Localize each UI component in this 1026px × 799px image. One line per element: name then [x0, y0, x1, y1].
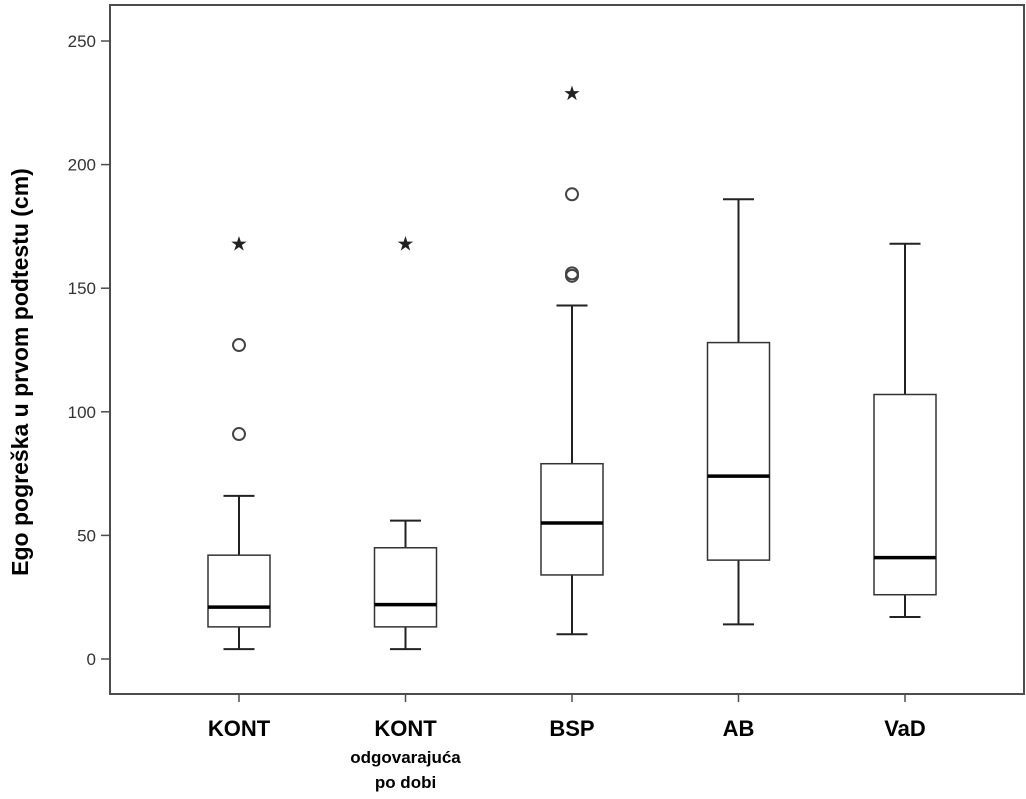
y-tick-label: 50 [77, 526, 96, 545]
extreme-point: ★ [230, 232, 248, 256]
x-axis-labels: KONT KONT odgovarajuća po dobi BSP AB VaD [208, 694, 926, 792]
category-sublabel: odgovarajuća [350, 748, 461, 767]
box-group-2: ★ [373, 232, 438, 651]
category-sublabel: po dobi [375, 773, 436, 792]
extreme-point: ★ [397, 232, 415, 256]
y-axis-ticks: 0 50 100 150 200 250 [68, 32, 110, 669]
outlier-point [232, 338, 246, 353]
y-tick-label: 250 [68, 32, 96, 51]
category-label: AB [723, 716, 755, 741]
y-axis-label: Ego pogreška u prvom podtestu (cm) [7, 168, 33, 576]
outlier-point [565, 266, 579, 281]
iqr-box [207, 554, 271, 628]
category-label: KONT [208, 716, 271, 741]
iqr-box [373, 547, 438, 628]
y-tick-label: 0 [87, 650, 96, 669]
y-tick-label: 200 [68, 156, 96, 175]
category-label: VaD [884, 716, 926, 741]
plot-axes [109, 4, 1025, 695]
box-group-1: ★ [207, 232, 271, 651]
iqr-box [706, 341, 771, 561]
outlier-point [565, 187, 579, 202]
outlier-point [232, 427, 246, 442]
y-tick-label: 100 [68, 403, 96, 422]
category-label: BSP [549, 716, 594, 741]
box-group-5 [873, 242, 937, 618]
box-group-4 [706, 198, 771, 626]
category-label: KONT [374, 716, 437, 741]
iqr-box [540, 462, 604, 576]
plot-frame [109, 4, 1025, 695]
box-plots: ★ ★ ★ [207, 81, 937, 651]
extreme-point: ★ [563, 81, 581, 105]
iqr-box [873, 393, 937, 596]
box-group-3: ★ [540, 81, 604, 636]
y-tick-label: 150 [68, 279, 96, 298]
